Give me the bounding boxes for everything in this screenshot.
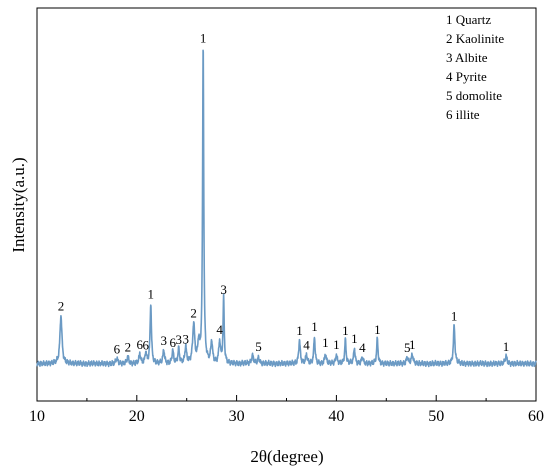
peak-label: 1 — [296, 323, 303, 338]
legend-entry: 5 domolite — [446, 88, 502, 103]
x-axis-ticks: 10 20 30 40 50 60 — [29, 395, 544, 425]
peak-label: 6 — [114, 342, 121, 357]
legend-entry: 6 illite — [446, 107, 480, 122]
peak-label: 4 — [216, 322, 223, 337]
peak-label: 1 — [311, 319, 318, 334]
peak-label: 1 — [351, 331, 358, 346]
peak-label: 6 — [137, 337, 144, 352]
legend-entry: 3 Albite — [446, 50, 488, 65]
peak-label: 2 — [125, 340, 132, 355]
peak-label: 1 — [503, 339, 510, 354]
y-axis-title: Intensity(a.u.) — [9, 157, 28, 252]
peak-label: 1 — [322, 335, 329, 350]
x-axis-title: 2θ(degree) — [250, 447, 323, 466]
legend-entry: 2 Kaolinite — [446, 31, 504, 46]
x-tick-label: 20 — [129, 408, 145, 425]
x-tick-label: 60 — [528, 408, 544, 425]
peak-label: 3 — [160, 333, 167, 348]
plot-frame — [36, 7, 537, 402]
x-tick-label: 50 — [428, 408, 444, 425]
peak-label: 5 — [404, 340, 411, 355]
peak-label: 2 — [58, 298, 65, 313]
legend-entry: 4 Pyrite — [446, 69, 487, 84]
x-tick-label: 10 — [29, 408, 45, 425]
peak-label: 6 — [143, 338, 150, 353]
peak-label: 1 — [374, 322, 381, 337]
legend-entry: 1 Quartz — [446, 12, 491, 27]
peak-label: 5 — [255, 339, 262, 354]
peak-label: 1 — [342, 323, 349, 338]
legend: 1 Quartz 2 Kaolinite 3 Albite 4 Pyrite 5 dom… — [446, 12, 504, 122]
peak-label: 3 — [175, 332, 182, 347]
peak-label: 3 — [182, 332, 189, 347]
peak-label: 6 — [169, 335, 176, 350]
peak-label: 3 — [220, 282, 227, 297]
peak-label: 2 — [190, 305, 197, 320]
peak-label: 4 — [303, 338, 310, 353]
peak-label: 1 — [200, 30, 207, 45]
peak-label: 1 — [333, 337, 340, 352]
x-tick-label: 30 — [229, 408, 245, 425]
peak-label: 1 — [451, 309, 458, 324]
peak-label: 4 — [359, 340, 366, 355]
peak-label: 1 — [148, 287, 155, 302]
peak-label: 1 — [409, 337, 416, 352]
x-tick-label: 40 — [328, 408, 344, 425]
xrd-line — [36, 49, 537, 368]
